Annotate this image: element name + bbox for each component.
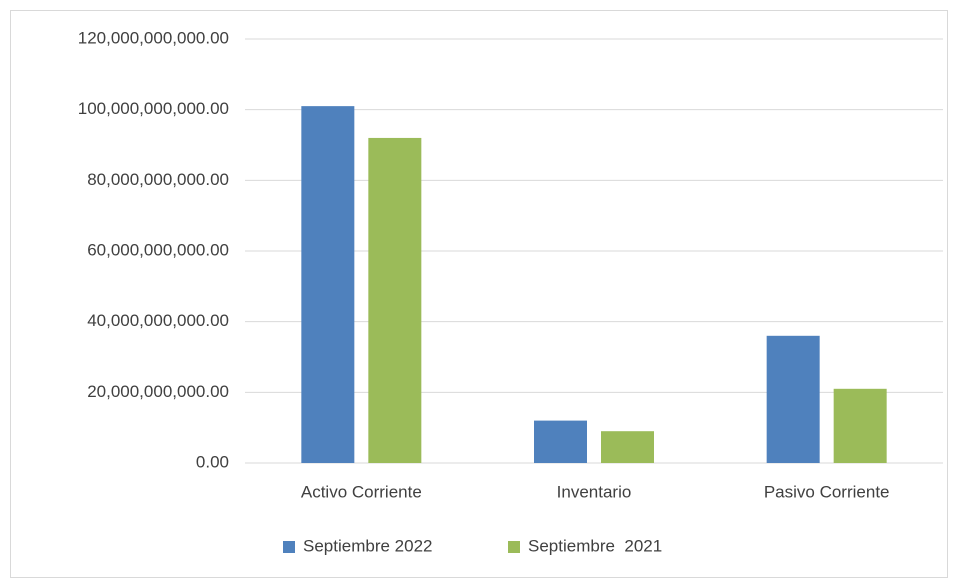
bar	[601, 431, 654, 463]
legend-label: Septiembre 2022	[303, 536, 432, 555]
x-tick-label: Activo Corriente	[301, 482, 422, 501]
y-tick-label: 120,000,000,000.00	[78, 28, 229, 47]
bar	[766, 335, 820, 463]
x-tick-label: Inventario	[557, 482, 632, 501]
y-tick-label: 20,000,000,000.00	[87, 382, 229, 401]
legend-swatch	[283, 541, 295, 553]
bar	[833, 388, 887, 463]
y-tick-label: 100,000,000,000.00	[78, 99, 229, 118]
y-tick-label: 80,000,000,000.00	[87, 170, 229, 189]
legend-label: Septiembre 2021	[528, 536, 662, 555]
chart-border	[10, 10, 948, 578]
bar	[301, 106, 355, 463]
y-tick-label: 60,000,000,000.00	[87, 240, 229, 259]
y-tick-label: 0.00	[196, 452, 229, 471]
bar	[534, 420, 587, 463]
bar	[368, 137, 422, 463]
y-tick-label: 40,000,000,000.00	[87, 311, 229, 330]
legend-swatch	[508, 541, 520, 553]
x-tick-label: Pasivo Corriente	[764, 482, 890, 501]
